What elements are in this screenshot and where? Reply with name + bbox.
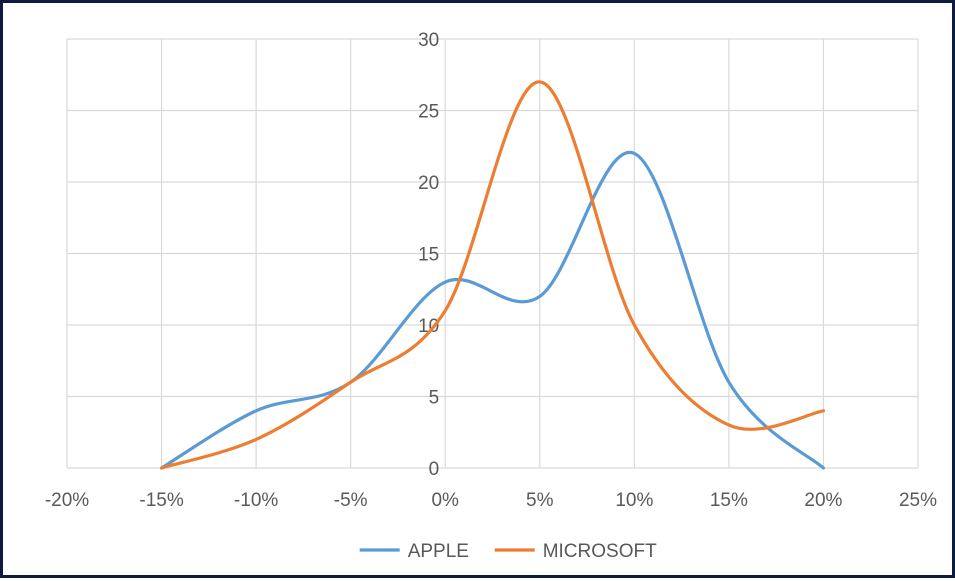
series-line-microsoft xyxy=(159,80,826,470)
line-chart: 0 5 10 15 20 25 30 -20% -15% -10% -5% 0% 5% 10% 15% 20… xyxy=(45,30,937,562)
grid xyxy=(66,38,919,469)
legend: APPLE MICROSOFT xyxy=(359,541,657,562)
x-tick-label: -15% xyxy=(139,490,183,511)
x-tick-label: 0% xyxy=(431,490,459,511)
y-tick-label: 30 xyxy=(418,30,439,51)
y-tick-label: 10 xyxy=(418,316,439,337)
y-tick-label: 0 xyxy=(429,459,440,480)
x-tick-label: 10% xyxy=(615,490,653,511)
x-tick-label: 25% xyxy=(899,490,937,511)
x-tick-label: 15% xyxy=(710,490,748,511)
x-tick-label: -20% xyxy=(45,490,89,511)
x-tick-label: 20% xyxy=(804,490,842,511)
legend-label-microsoft: MICROSOFT xyxy=(543,541,657,562)
y-tick-label: 25 xyxy=(418,102,439,123)
series-line-apple xyxy=(159,150,826,470)
legend-label-apple: APPLE xyxy=(408,541,469,562)
series-lines xyxy=(159,80,826,470)
y-tick-label: 20 xyxy=(418,173,439,194)
y-tick-label: 5 xyxy=(429,388,440,409)
x-tick-label: -10% xyxy=(234,490,278,511)
x-tick-label: -5% xyxy=(334,490,368,511)
y-tick-label: 15 xyxy=(418,245,439,266)
x-tick-label: 5% xyxy=(526,490,554,511)
y-axis-ticks: 0 5 10 15 20 25 30 xyxy=(418,30,439,480)
x-axis-ticks: -20% -15% -10% -5% 0% 5% 10% 15% 20% 25% xyxy=(45,490,937,511)
